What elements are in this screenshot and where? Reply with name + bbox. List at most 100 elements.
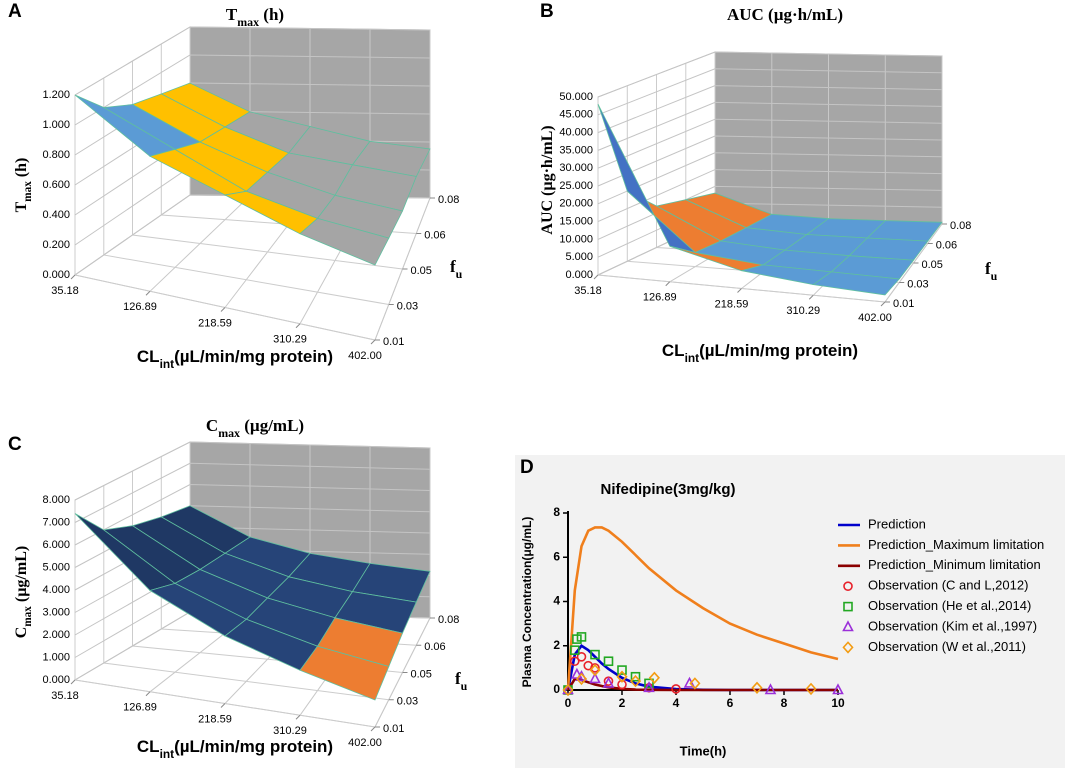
data-point bbox=[805, 682, 817, 696]
x-tick-label: 310.29 bbox=[273, 334, 307, 346]
depth-tick-label: 0.08 bbox=[950, 220, 971, 232]
x-tick bbox=[145, 691, 151, 697]
y-tick-label: 6 bbox=[553, 549, 560, 563]
x-tick-label: 35.18 bbox=[574, 285, 602, 297]
data-point bbox=[751, 681, 763, 694]
depth-tick-label: 0.06 bbox=[424, 229, 445, 241]
grid-line bbox=[74, 462, 431, 523]
x-tick bbox=[665, 281, 671, 287]
z-tick-label: 25.000 bbox=[559, 180, 593, 192]
grid-line bbox=[74, 483, 431, 546]
x-tick-label: 6 bbox=[727, 696, 734, 710]
panel-label: B bbox=[540, 1, 554, 22]
legend-label: Prediction_Maximum limitation bbox=[868, 537, 1044, 552]
z-tick-label: 0.000 bbox=[42, 674, 70, 686]
x-tick-label: 126.89 bbox=[123, 702, 157, 714]
grid-line bbox=[597, 185, 943, 240]
depth-tick-label: 0.08 bbox=[438, 614, 459, 626]
data-point bbox=[589, 672, 601, 684]
depth-axis-title-part: u bbox=[456, 267, 463, 281]
x-tick bbox=[737, 288, 742, 293]
depth-tick-label: 0.08 bbox=[438, 194, 459, 206]
x-tick-label: 35.18 bbox=[51, 285, 79, 297]
chart-title-part: (h) bbox=[259, 5, 284, 24]
x-axis-title: CLint(µL/min/mg protein) bbox=[137, 347, 333, 371]
z-tick-label: 7.000 bbox=[42, 516, 70, 528]
data-point bbox=[648, 671, 660, 684]
depth-axis-title-part: u bbox=[461, 679, 468, 693]
x-tick-label: 402.00 bbox=[858, 312, 892, 324]
chart-title-part: max bbox=[218, 426, 240, 440]
depth-tick-label: 0.06 bbox=[424, 641, 445, 653]
z-axis-title-part: max bbox=[22, 181, 34, 202]
z-tick-label: 40.000 bbox=[559, 127, 593, 139]
chart-title: Cmax (µg/mL) bbox=[206, 416, 304, 440]
data-point bbox=[689, 677, 701, 690]
x-axis-title-part: int bbox=[160, 747, 175, 761]
x-axis-title-part: int bbox=[160, 357, 175, 371]
y-tick-label: 2 bbox=[553, 638, 560, 652]
x-axis-title-part: CL bbox=[137, 737, 160, 756]
z-tick-label: 1.000 bbox=[42, 651, 70, 663]
x-tick-label: 402.00 bbox=[348, 350, 382, 362]
z-axis-title: AUC (µg·h/mL) bbox=[539, 125, 556, 234]
data-point bbox=[764, 683, 777, 695]
data-point bbox=[671, 684, 681, 694]
x-tick-label: 8 bbox=[781, 696, 788, 710]
z-tick-label: 5.000 bbox=[565, 251, 593, 263]
grid-line bbox=[597, 101, 943, 151]
grid-line bbox=[597, 169, 943, 223]
chart-title-part: AUC (µg·h/mL) bbox=[727, 5, 843, 24]
x-tick bbox=[593, 274, 599, 280]
data-point bbox=[590, 663, 600, 673]
x-tick bbox=[295, 323, 301, 329]
x-tick-label: 218.59 bbox=[198, 713, 232, 725]
z-axis-title: Tmax (h) bbox=[13, 158, 34, 213]
z-axis-title-part: (h) bbox=[13, 158, 30, 182]
z-tick-label: 4.000 bbox=[42, 584, 70, 596]
grid-line bbox=[597, 51, 943, 98]
x-axis-title-part: (µL/min/mg protein) bbox=[174, 737, 333, 756]
x-tick bbox=[70, 274, 76, 280]
panel-label: D bbox=[520, 457, 534, 478]
z-tick-label: 6.000 bbox=[42, 539, 70, 551]
x-tick-label: 0 bbox=[565, 696, 572, 710]
data-point bbox=[616, 670, 628, 683]
z-tick-label: 30.000 bbox=[559, 162, 593, 174]
legend-label: Observation (W et al.,2011) bbox=[868, 639, 1026, 654]
chart-title-part: C bbox=[206, 416, 218, 435]
depth-axis-title: fu bbox=[985, 259, 998, 283]
legend-label: Prediction_Minimum limitation bbox=[868, 557, 1041, 572]
x-tick-label: 35.18 bbox=[51, 690, 79, 702]
depth-tick-label: 0.01 bbox=[383, 723, 404, 735]
data-point bbox=[617, 665, 627, 675]
data-point bbox=[832, 683, 844, 695]
depth-tick-label: 0.05 bbox=[411, 265, 432, 277]
data-point bbox=[602, 676, 615, 688]
x-tick-label: 2 bbox=[619, 696, 626, 710]
data-point bbox=[617, 679, 627, 690]
grid-line bbox=[597, 68, 943, 116]
x-axis-title: Time(h) bbox=[680, 743, 727, 758]
surface-patch bbox=[299, 217, 390, 266]
x-tick bbox=[70, 679, 76, 685]
z-axis-title-part: AUC (µg·h/mL) bbox=[539, 125, 556, 234]
x-tick-label: 310.29 bbox=[273, 725, 307, 737]
legend-label: Observation (C and L,2012) bbox=[868, 578, 1028, 593]
data-point bbox=[576, 632, 587, 642]
z-tick-label: 35.000 bbox=[559, 144, 593, 156]
surface-patch bbox=[812, 271, 901, 296]
depth-axis-title: fu bbox=[455, 669, 468, 693]
y-tick-label: 0 bbox=[553, 682, 560, 696]
x-axis-title-part: (µL/min/mg protein) bbox=[174, 347, 333, 366]
chart-title-part: max bbox=[237, 15, 259, 29]
depth-tick-label: 0.03 bbox=[907, 278, 928, 290]
data-point bbox=[576, 652, 587, 662]
depth-tick-label: 0.05 bbox=[411, 668, 432, 680]
x-tick bbox=[808, 294, 814, 300]
data-point bbox=[644, 678, 654, 689]
x-tick-label: 126.89 bbox=[643, 292, 677, 304]
z-tick-label: 45.000 bbox=[559, 109, 593, 121]
z-tick-label: 1.000 bbox=[42, 119, 70, 131]
